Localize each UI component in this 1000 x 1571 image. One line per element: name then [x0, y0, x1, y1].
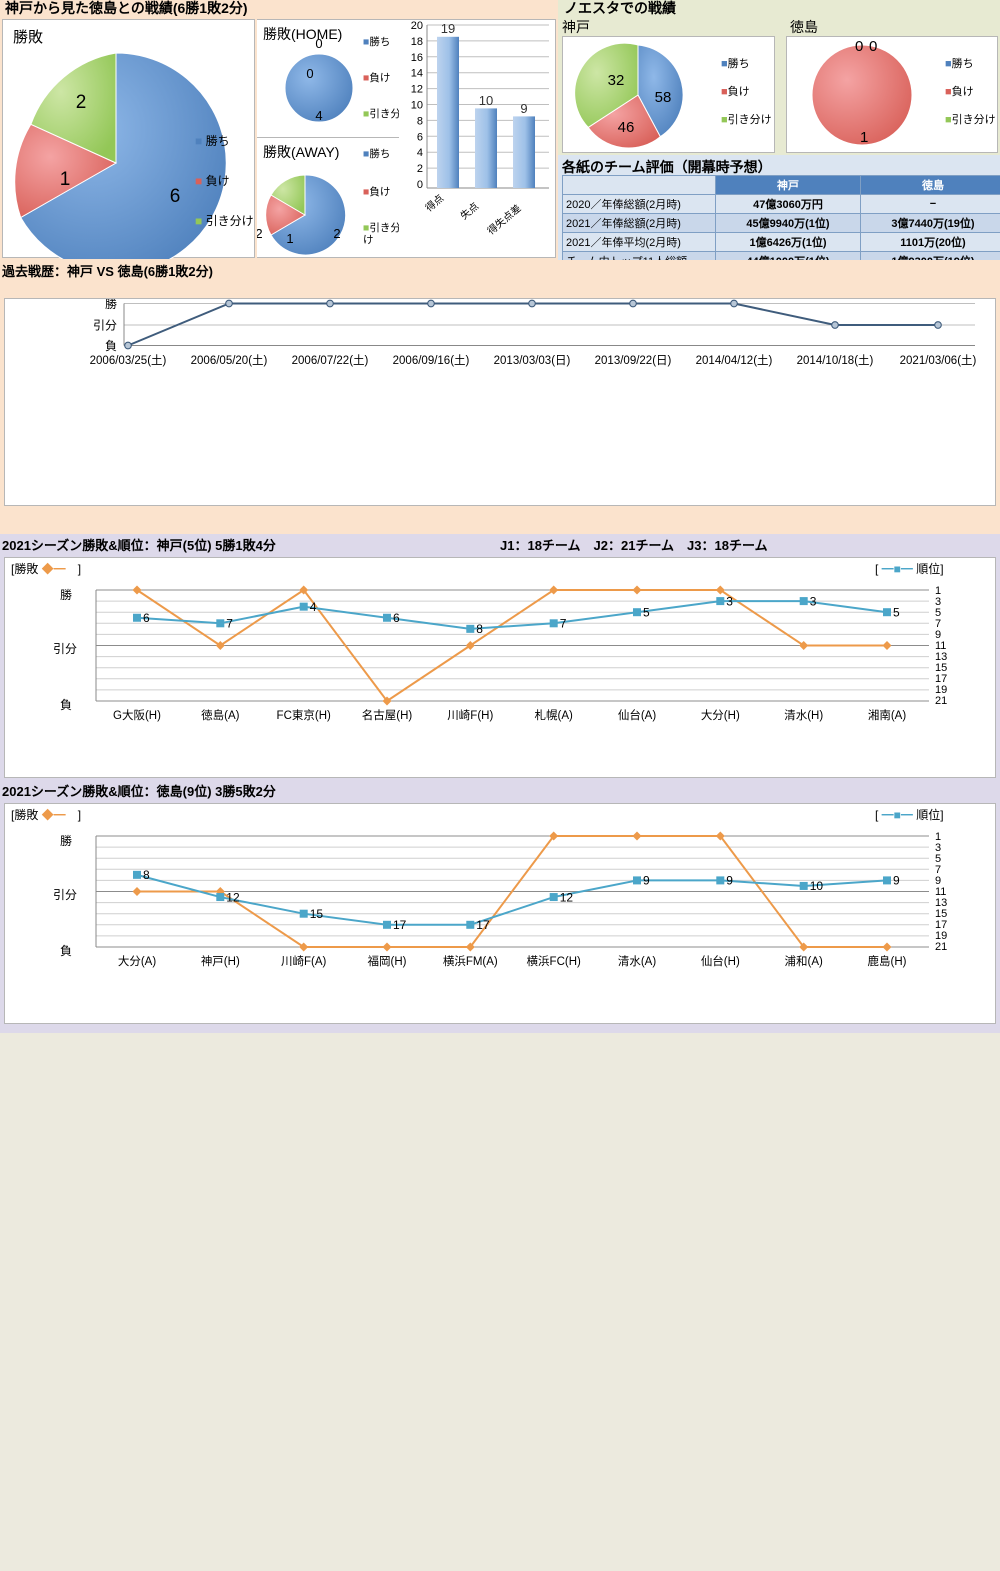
svg-text:9: 9 — [520, 101, 527, 116]
svg-text:得点: 得点 — [423, 192, 446, 214]
svg-text:2: 2 — [333, 226, 340, 241]
svg-text:0: 0 — [869, 38, 877, 55]
svg-text:0: 0 — [417, 179, 423, 191]
svg-text:17: 17 — [476, 918, 490, 932]
svg-text:FC東京(H): FC東京(H) — [277, 708, 331, 722]
svg-text:6: 6 — [170, 186, 181, 207]
svg-text:4: 4 — [417, 147, 423, 159]
svg-text:17: 17 — [393, 918, 407, 932]
svg-text:7: 7 — [560, 617, 567, 631]
svg-text:9: 9 — [726, 874, 733, 888]
svg-text:12: 12 — [560, 890, 574, 904]
svg-text:21: 21 — [935, 941, 947, 953]
svg-text:32: 32 — [608, 72, 625, 89]
svg-text:5: 5 — [643, 605, 650, 619]
svg-text:16: 16 — [411, 52, 423, 64]
svg-text:2: 2 — [257, 226, 263, 241]
svg-text:6: 6 — [143, 611, 150, 625]
svg-text:6: 6 — [393, 611, 400, 625]
svg-text:8: 8 — [417, 115, 423, 127]
svg-text:15: 15 — [310, 907, 324, 921]
svg-text:仙台(A): 仙台(A) — [618, 708, 656, 722]
svg-text:2013/09/22(日): 2013/09/22(日) — [595, 355, 672, 367]
svg-text:9: 9 — [893, 874, 900, 888]
svg-text:清水(A): 清水(A) — [618, 955, 656, 968]
svg-text:2021/03/06(土): 2021/03/06(土) — [900, 354, 977, 367]
svg-text:2014/04/12(土): 2014/04/12(土) — [696, 354, 773, 367]
svg-text:2014/10/18(土): 2014/10/18(土) — [797, 354, 874, 367]
svg-text:清水(H): 清水(H) — [784, 709, 823, 722]
svg-text:横浜FM(A): 横浜FM(A) — [443, 954, 498, 968]
svg-text:G大阪(H): G大阪(H) — [113, 708, 161, 722]
svg-text:3: 3 — [726, 594, 733, 608]
svg-text:0: 0 — [855, 38, 863, 55]
svg-text:5: 5 — [893, 605, 900, 619]
svg-text:3: 3 — [810, 594, 817, 608]
svg-text:7: 7 — [226, 617, 233, 631]
svg-text:大分(H): 大分(H) — [701, 708, 740, 722]
svg-text:失点: 失点 — [458, 199, 482, 222]
svg-text:川崎F(H): 川崎F(H) — [447, 708, 493, 722]
svg-text:湘南(A): 湘南(A) — [868, 708, 906, 722]
svg-text:21: 21 — [935, 695, 947, 707]
svg-text:0: 0 — [306, 66, 313, 81]
svg-text:鹿島(H): 鹿島(H) — [868, 954, 907, 968]
svg-text:勝: 勝 — [105, 299, 117, 311]
svg-text:8: 8 — [476, 622, 483, 636]
svg-text:2006/03/25(土): 2006/03/25(土) — [90, 354, 167, 367]
svg-text:2006/05/20(土): 2006/05/20(土) — [191, 354, 268, 367]
svg-text:10: 10 — [411, 100, 423, 112]
svg-text:9: 9 — [643, 874, 650, 888]
svg-text:徳島(A): 徳島(A) — [201, 708, 239, 722]
svg-text:12: 12 — [226, 890, 240, 904]
svg-text:2013/03/03(日): 2013/03/03(日) — [494, 355, 571, 367]
svg-text:2: 2 — [417, 163, 423, 175]
svg-text:神戸(H): 神戸(H) — [201, 954, 240, 968]
svg-text:4: 4 — [315, 108, 322, 123]
svg-text:8: 8 — [143, 868, 150, 882]
svg-text:2006/07/22(土): 2006/07/22(土) — [292, 354, 369, 367]
svg-text:18: 18 — [411, 36, 423, 48]
svg-text:0: 0 — [315, 36, 322, 51]
svg-text:大分(A): 大分(A) — [118, 954, 156, 968]
svg-text:2006/09/16(土): 2006/09/16(土) — [393, 354, 470, 367]
svg-text:1: 1 — [860, 129, 868, 146]
svg-text:名古屋(H): 名古屋(H) — [362, 708, 413, 722]
svg-text:札幌(A): 札幌(A) — [535, 708, 573, 722]
svg-text:10: 10 — [479, 93, 493, 108]
svg-text:引分: 引分 — [93, 319, 117, 333]
svg-text:6: 6 — [417, 131, 423, 143]
svg-text:川崎F(A): 川崎F(A) — [281, 954, 327, 968]
svg-text:仙台(H): 仙台(H) — [701, 954, 740, 968]
svg-text:2: 2 — [76, 92, 87, 113]
svg-text:4: 4 — [310, 600, 317, 614]
svg-text:得失点差: 得失点差 — [485, 202, 524, 238]
svg-text:浦和(A): 浦和(A) — [785, 955, 823, 968]
svg-text:福岡(H): 福岡(H) — [368, 954, 407, 968]
svg-text:19: 19 — [441, 21, 455, 36]
svg-text:14: 14 — [411, 68, 423, 80]
svg-text:1: 1 — [60, 169, 71, 190]
svg-text:46: 46 — [618, 119, 635, 136]
svg-text:58: 58 — [655, 89, 672, 106]
svg-text:20: 20 — [411, 20, 423, 32]
svg-text:横浜FC(H): 横浜FC(H) — [527, 954, 581, 968]
svg-text:1: 1 — [286, 231, 293, 246]
svg-text:10: 10 — [810, 879, 824, 893]
svg-text:12: 12 — [411, 84, 423, 96]
svg-text:負: 負 — [105, 339, 117, 353]
